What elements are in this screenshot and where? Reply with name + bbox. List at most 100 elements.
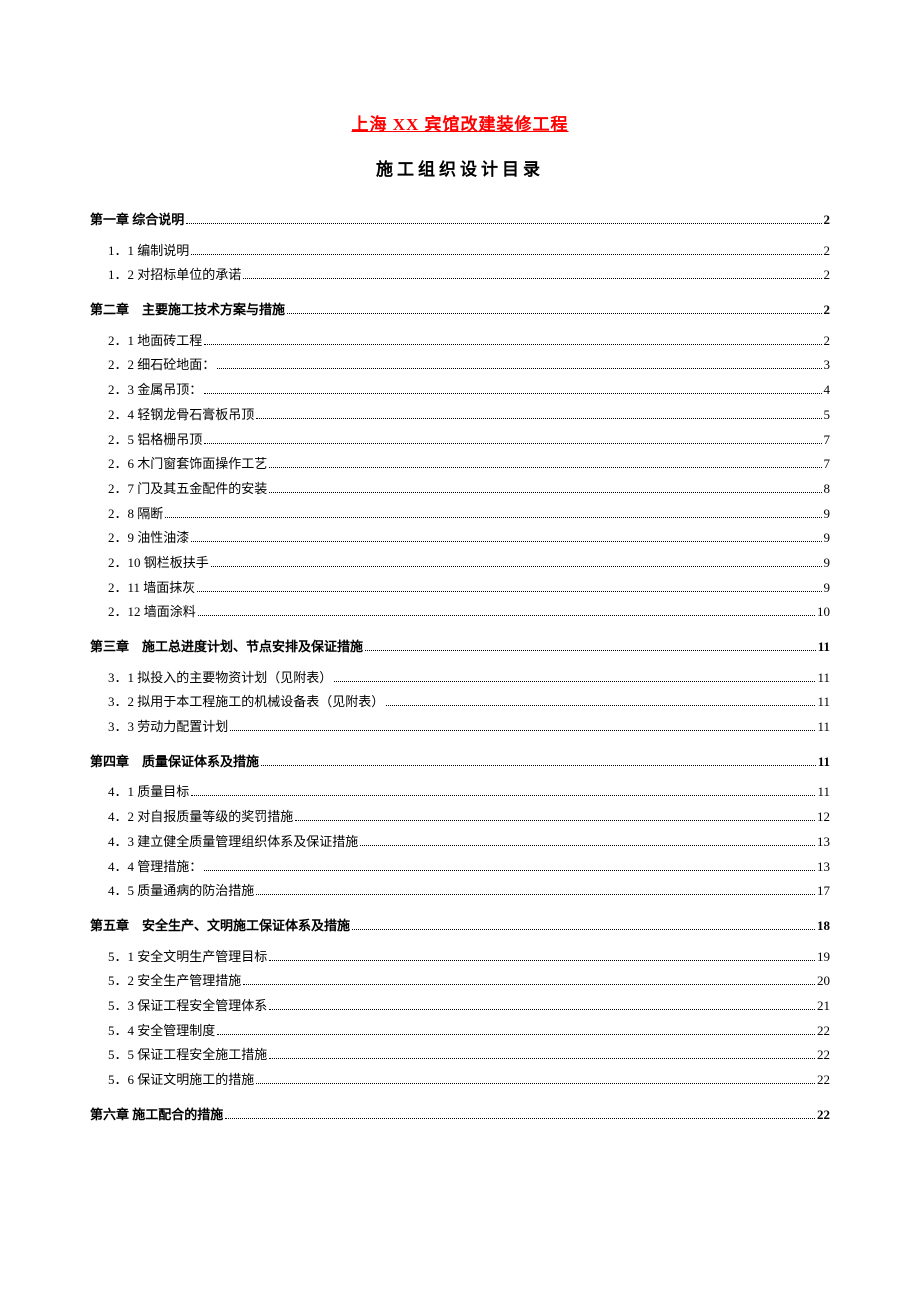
toc-section-line: 1．1 编制说明 2: [90, 239, 830, 264]
toc-section-line: 2．6 木门窗套饰面操作工艺7: [90, 452, 830, 477]
toc-section-label: 2．7 门及其五金配件的安装: [108, 477, 267, 502]
toc-section-label: 2．3 金属吊顶：: [108, 378, 202, 403]
toc-section-page: 22: [817, 1043, 830, 1068]
toc-section-page: 19: [817, 945, 830, 970]
toc-chapter-page: 2: [824, 298, 831, 323]
toc-section-line: 2．5 铝格栅吊顶 7: [90, 428, 830, 453]
toc-section-page: 13: [817, 855, 830, 880]
toc-dots: [287, 313, 821, 314]
toc-section-label: 4．3 建立健全质量管理组织体系及保证措施: [108, 830, 358, 855]
toc-dots: [243, 984, 815, 985]
toc-section-label: 2．11 墙面抹灰: [108, 576, 195, 601]
toc-dots: [191, 795, 815, 796]
toc-dots: [256, 1083, 815, 1084]
toc-section-line: 4．4 管理措施：13: [90, 855, 830, 880]
toc-chapter-page: 2: [824, 208, 831, 233]
toc-chapter-page: 22: [817, 1103, 830, 1128]
toc-section-page: 2: [824, 263, 831, 288]
toc-section-label: 2．2 细石砼地面：: [108, 353, 215, 378]
toc-section-line: 2．7 门及其五金配件的安装 8: [90, 477, 830, 502]
toc-dots: [269, 467, 821, 468]
toc-section-label: 3．2 拟用于本工程施工的机械设备表（见附表）: [108, 690, 384, 715]
toc-section-line: 5．3 保证工程安全管理体系21: [90, 994, 830, 1019]
toc-chapter-group: 第六章 施工配合的措施22: [90, 1103, 830, 1128]
toc-dots: [204, 870, 815, 871]
toc-dots: [269, 1009, 815, 1010]
toc-dots: [334, 681, 815, 682]
toc-section-line: 2．11 墙面抹灰 9: [90, 576, 830, 601]
toc-section-page: 22: [817, 1068, 830, 1093]
toc-chapter-line: 第一章 综合说明2: [90, 208, 830, 233]
toc-section-label: 1．1 编制说明: [108, 239, 189, 264]
toc-dots: [204, 344, 821, 345]
toc-section-page: 17: [817, 879, 830, 904]
toc-section-line: 3．2 拟用于本工程施工的机械设备表（见附表）11: [90, 690, 830, 715]
toc-section-label: 2．10 钢栏板扶手: [108, 551, 209, 576]
toc-section-label: 2．4 轻钢龙骨石膏板吊顶: [108, 403, 254, 428]
toc-dots: [360, 845, 815, 846]
document-title: 上海 XX 宾馆改建装修工程: [90, 110, 830, 135]
toc-section-line: 2．9 油性油漆9: [90, 526, 830, 551]
toc-dots: [386, 705, 815, 706]
toc-chapter-line: 第四章 质量保证体系及措施 11: [90, 750, 830, 775]
toc-chapter-group: 第三章 施工总进度计划、节点安排及保证措施11 3．1 拟投入的主要物资计划（见附…: [90, 635, 830, 740]
toc-section-page: 2: [824, 329, 831, 354]
toc-dots: [365, 650, 816, 651]
toc-section-label: 4．5 质量通病的防治措施: [108, 879, 254, 904]
toc-dots: [269, 960, 815, 961]
toc-dots: [243, 278, 821, 279]
toc-section-page: 2: [824, 239, 831, 264]
toc-section-label: 1．2 对招标单位的承诺: [108, 263, 241, 288]
toc-dots: [217, 1034, 815, 1035]
toc-dots: [217, 368, 821, 369]
toc-section-page: 9: [824, 576, 831, 601]
toc-section-line: 2．2 细石砼地面：3: [90, 353, 830, 378]
toc-section-line: 3．1 拟投入的主要物资计划（见附表）11: [90, 666, 830, 691]
toc-section-line: 5．1 安全文明生产管理目标19: [90, 945, 830, 970]
toc-chapter-line: 第三章 施工总进度计划、节点安排及保证措施11: [90, 635, 830, 660]
table-of-contents: 第一章 综合说明21．1 编制说明21．2 对招标单位的承诺2第二章 主要施工技…: [90, 208, 830, 1127]
toc-section-page: 22: [817, 1019, 830, 1044]
toc-dots: [269, 1058, 815, 1059]
toc-chapter-page: 11: [818, 750, 830, 775]
toc-dots: [204, 393, 821, 394]
toc-section-page: 9: [824, 502, 831, 527]
toc-section-label: 2．5 铝格栅吊顶: [108, 428, 202, 453]
toc-section-line: 5．4 安全管理制度 22: [90, 1019, 830, 1044]
toc-section-page: 13: [817, 830, 830, 855]
toc-chapter-label: 第四章 质量保证体系及措施: [90, 750, 259, 775]
toc-section-page: 8: [824, 477, 831, 502]
toc-section-line: 4．1 质量目标 11: [90, 780, 830, 805]
toc-section-label: 5．4 安全管理制度: [108, 1019, 215, 1044]
toc-chapter-label: 第三章 施工总进度计划、节点安排及保证措施: [90, 635, 363, 660]
toc-section-line: 2．10 钢栏板扶手9: [90, 551, 830, 576]
toc-section-page: 10: [817, 600, 830, 625]
toc-dots: [261, 765, 816, 766]
toc-section-page: 11: [817, 780, 830, 805]
toc-section-label: 4．1 质量目标: [108, 780, 189, 805]
toc-dots: [230, 730, 815, 731]
toc-chapter-line: 第六章 施工配合的措施22: [90, 1103, 830, 1128]
toc-chapter-line: 第二章 主要施工技术方案与措施2: [90, 298, 830, 323]
toc-section-line: 2．1 地面砖工程2: [90, 329, 830, 354]
toc-section-label: 4．2 对自报质量等级的奖罚措施: [108, 805, 293, 830]
toc-dots: [191, 254, 821, 255]
toc-dots: [352, 929, 815, 930]
toc-section-line: 2．3 金属吊顶：4: [90, 378, 830, 403]
toc-section-line: 2．4 轻钢龙骨石膏板吊顶5: [90, 403, 830, 428]
toc-section-line: 4．2 对自报质量等级的奖罚措施12: [90, 805, 830, 830]
toc-section-label: 5．2 安全生产管理措施: [108, 969, 241, 994]
toc-chapter-group: 第二章 主要施工技术方案与措施2 2．1 地面砖工程22．2 细石砼地面：32．3…: [90, 298, 830, 625]
toc-chapter-group: 第四章 质量保证体系及措施114．1 质量目标114．2 对自报质量等级的奖罚措…: [90, 750, 830, 904]
toc-dots: [256, 894, 815, 895]
toc-dots: [165, 517, 821, 518]
toc-dots: [269, 492, 821, 493]
toc-dots: [186, 223, 821, 224]
toc-section-page: 7: [824, 428, 831, 453]
document-subtitle: 施工组织设计目录: [90, 155, 830, 180]
toc-section-label: 2．12 墙面涂料: [108, 600, 196, 625]
toc-section-label: 2．9 油性油漆: [108, 526, 189, 551]
toc-section-label: 3．3 劳动力配置计划: [108, 715, 228, 740]
toc-dots: [295, 820, 815, 821]
toc-section-line: 3．3 劳动力配置计划11: [90, 715, 830, 740]
